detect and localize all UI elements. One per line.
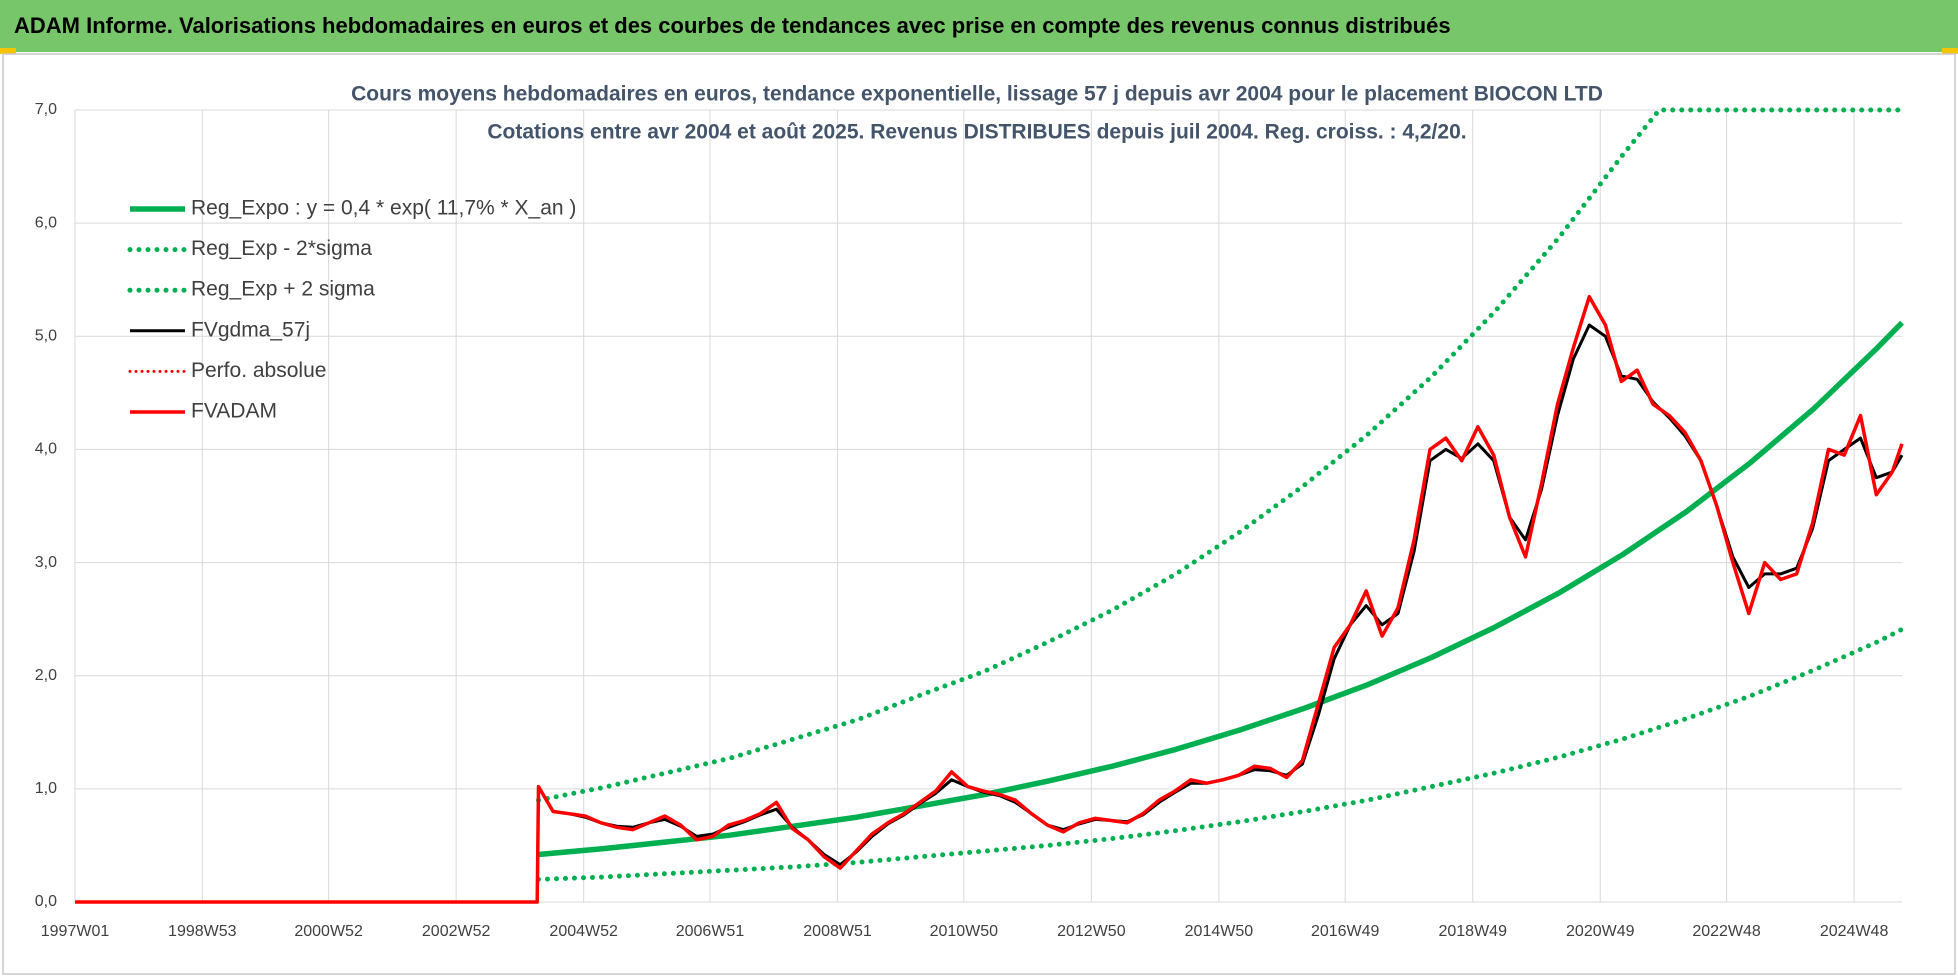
y-tick-label: 0,0 bbox=[35, 893, 57, 910]
x-tick-label: 2004W52 bbox=[549, 923, 618, 940]
x-tick-label: 2020W49 bbox=[1566, 923, 1635, 940]
corner-mark bbox=[0, 48, 16, 54]
x-tick-label: 2016W49 bbox=[1311, 923, 1380, 940]
y-tick-label: 7,0 bbox=[35, 101, 57, 118]
chart-title: Cours moyens hebdomadaires en euros, ten… bbox=[351, 83, 1603, 106]
x-tick-label: 2014W50 bbox=[1185, 923, 1254, 940]
x-tick-label: 1998W53 bbox=[168, 923, 237, 940]
series-line bbox=[536, 626, 1905, 882]
header-bar bbox=[0, 0, 1958, 52]
corner-mark bbox=[1942, 48, 1958, 54]
x-tick-label: 2022W48 bbox=[1692, 923, 1761, 940]
legend-label: Reg_Exp + 2 sigma bbox=[191, 278, 375, 301]
y-tick-label: 3,0 bbox=[35, 554, 57, 571]
series-line bbox=[538, 320, 1904, 858]
x-tick-label: 2018W49 bbox=[1438, 923, 1507, 940]
grid: 0,0 1,0 2,0 3,0 4,0 5,0 6,0 7,0 1997W01 1998W53 20… bbox=[35, 101, 1902, 940]
legend-label: Reg_Expo : y = 0,4 * exp( 11,7% * X_an ) bbox=[191, 197, 576, 220]
plot-lines bbox=[75, 107, 1905, 904]
series-line bbox=[75, 294, 1904, 904]
x-tick-label: 2008W51 bbox=[803, 923, 872, 940]
x-tick-label: 2000W52 bbox=[294, 923, 363, 940]
legend-label: Perfo. absolue bbox=[191, 359, 326, 382]
x-tick-label: 2012W50 bbox=[1057, 923, 1126, 940]
legend-label: FVADAM bbox=[191, 400, 277, 423]
x-tick-label: 2006W51 bbox=[676, 923, 745, 940]
y-tick-label: 6,0 bbox=[35, 214, 57, 231]
chart-subtitle: Cotations entre avr 2004 et août 2025. R… bbox=[487, 121, 1466, 144]
y-tick-label: 2,0 bbox=[35, 667, 57, 684]
y-tick-label: 1,0 bbox=[35, 780, 57, 797]
legend-label: Reg_Exp - 2*sigma bbox=[191, 237, 372, 260]
legend-label: FVgdma_57j bbox=[191, 318, 310, 341]
chart-frame bbox=[2, 53, 1956, 975]
y-tick-label: 5,0 bbox=[35, 328, 57, 345]
page-header: ADAM Informe. Valorisations hebdomadaire… bbox=[14, 13, 1451, 38]
x-tick-label: 2010W50 bbox=[930, 923, 999, 940]
legend: Reg_Expo : y = 0,4 * exp( 11,7% * X_an )… bbox=[127, 197, 576, 423]
x-tick-label: 1997W01 bbox=[41, 923, 110, 940]
y-tick-label: 4,0 bbox=[35, 441, 57, 458]
x-tick-label: 2002W52 bbox=[422, 923, 491, 940]
x-tick-label: 2024W48 bbox=[1820, 923, 1889, 940]
series-line bbox=[536, 107, 1905, 803]
